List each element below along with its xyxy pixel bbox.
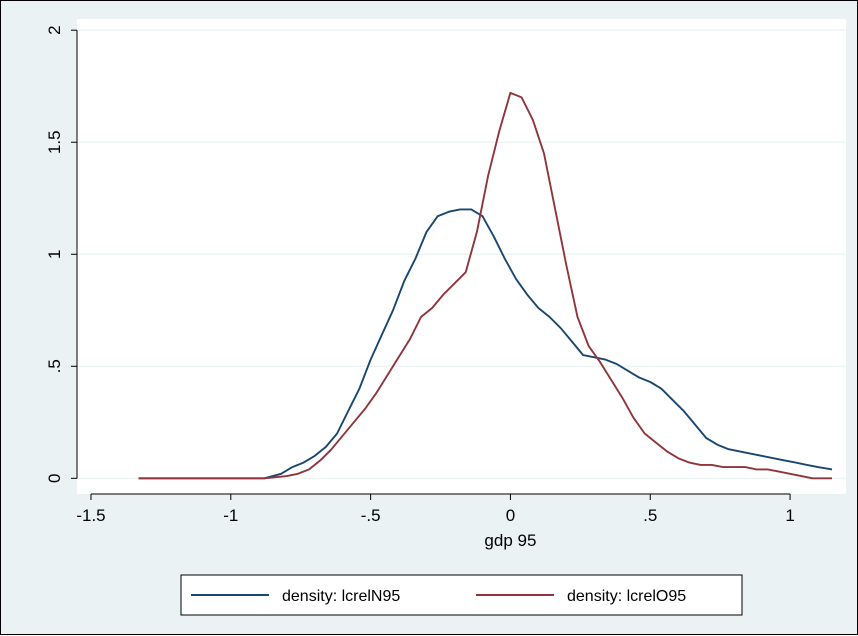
- x-axis-title: gdp 95: [484, 531, 536, 550]
- y-axis-ticks: 0 .5 1 1.5 2: [45, 25, 77, 483]
- legend-label-series-2: density: lcrelO95: [567, 588, 686, 605]
- series-line-1: [138, 208, 833, 480]
- legend-box: [180, 574, 743, 616]
- x-tick-label-3: 0: [506, 506, 515, 525]
- x-tick-label-1: -1: [223, 506, 238, 525]
- x-axis-ticks: -1.5 -1 -.5 0 .5 1: [76, 494, 795, 525]
- gridlines: [77, 29, 846, 479]
- plot-area: [77, 19, 846, 494]
- y-tick-label-1: .5: [45, 359, 64, 373]
- x-tick-label-0: -1.5: [76, 506, 105, 525]
- legend: density: lcrelN95 density: lcrelO95: [180, 574, 743, 616]
- x-tick-label-5: 1: [785, 506, 794, 525]
- series-line-2: [138, 91, 832, 480]
- x-tick-label-4: .5: [643, 506, 657, 525]
- series-lines: [138, 91, 833, 480]
- x-tick-label-2: -.5: [361, 506, 381, 525]
- legend-label-series-1: density: lcrelN95: [282, 588, 400, 605]
- y-tick-label-3: 1.5: [45, 130, 64, 154]
- y-tick-label-2: 1: [45, 250, 64, 259]
- y-tick-label-0: 0: [45, 474, 64, 483]
- y-tick-label-4: 2: [45, 25, 64, 34]
